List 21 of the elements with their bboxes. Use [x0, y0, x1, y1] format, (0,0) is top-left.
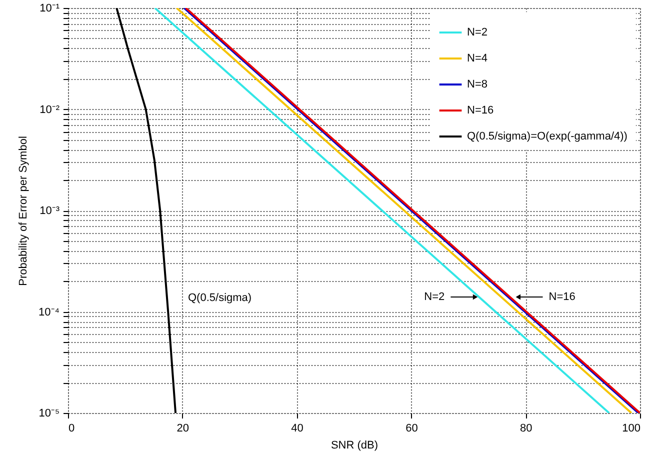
legend-label: N=16: [467, 104, 494, 116]
y-tick-label: 10⁻¹: [40, 2, 60, 14]
legend-label: N=2: [467, 26, 488, 38]
x-axis-title: SNR (dB): [330, 440, 378, 452]
legend-label: Q(0.5/sigma)=O(exp(-gamma/4)): [467, 130, 628, 142]
annotation: Q(0.5/sigma): [188, 292, 252, 304]
x-tick-label: 100: [622, 422, 640, 434]
y-axis-title: Probability of Error per Symbol: [18, 136, 30, 286]
y-tick-label: 10⁻³: [40, 205, 60, 217]
x-tick-label: 60: [406, 422, 418, 434]
legend-label: N=4: [467, 52, 488, 64]
y-tick-label: 10⁻²: [40, 104, 60, 116]
x-tick-label: 40: [291, 422, 304, 434]
legend-label: N=8: [467, 78, 488, 90]
x-tick-label: 20: [176, 422, 190, 434]
y-tick-label: 10⁻⁴: [38, 306, 60, 318]
y-tick-label: 10⁻⁵: [38, 408, 60, 420]
x-tick-label: 80: [520, 422, 532, 434]
annotation: N=16: [548, 290, 576, 303]
annotation: N=2: [424, 290, 445, 303]
x-tick-label: 0: [68, 422, 75, 434]
